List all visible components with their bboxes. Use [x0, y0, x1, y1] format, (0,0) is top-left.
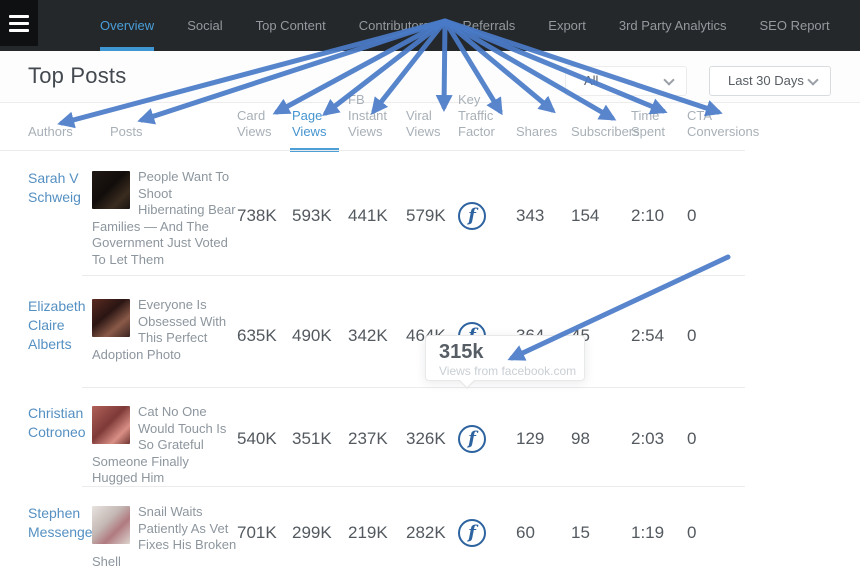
column-header-viral-views[interactable]: Viral Views [406, 108, 441, 139]
table-row: Christian Cotroneo Cat No One Would Touc… [0, 390, 860, 487]
cta-conversions-value: 0 [687, 523, 697, 542]
card-views-value: 738K [237, 205, 277, 225]
date-range-dropdown[interactable]: Last 30 Days [709, 66, 831, 96]
card-views-value: 540K [237, 428, 277, 448]
fb-instant-views-value: 219K [348, 523, 388, 542]
author-link[interactable]: Sarah V Schweig [28, 170, 81, 205]
table-header-row: Authors Posts Card Views Page Views FB I… [0, 92, 860, 152]
post-thumbnail [92, 506, 130, 544]
nav-tab-top-content[interactable]: Top Content [255, 18, 326, 33]
column-header-fb-instant-views[interactable]: FB Instant Views [348, 92, 388, 139]
author-link[interactable]: Christian Cotroneo [28, 405, 86, 440]
column-header-cta-conversions[interactable]: CTA Conversions [687, 108, 760, 139]
post-thumbnail [92, 171, 130, 209]
chevron-down-icon [809, 76, 817, 84]
facebook-icon[interactable]: f [458, 201, 486, 230]
cta-conversions-value: 0 [687, 325, 697, 345]
nav-tab-overview[interactable]: Overview [100, 0, 155, 51]
column-header-shares[interactable]: Shares [516, 124, 558, 139]
nav-tab-social[interactable]: Social [187, 18, 223, 33]
post-title[interactable]: Snail Waits Patiently As Vet Fixes His B… [92, 504, 237, 566]
facebook-icon[interactable]: f [458, 424, 486, 453]
subscribers-value: 98 [571, 428, 590, 448]
page-views-value: 490K [292, 325, 332, 345]
nav-tab-seo-report[interactable]: SEO Report [759, 18, 830, 33]
table-row: Sarah V Schweig People Want To Shoot Hib… [0, 155, 860, 276]
card-views-value: 635K [237, 325, 277, 345]
column-header-posts[interactable]: Posts [110, 124, 143, 139]
author-link[interactable]: Stephen Messenger [28, 505, 98, 540]
shares-value: 60 [516, 523, 535, 542]
tooltip-value: 315k [439, 341, 484, 363]
subscribers-value: 15 [571, 523, 590, 542]
post-title[interactable]: Everyone Is Obsessed With This Perfect A… [92, 297, 227, 362]
date-range-dropdown-value: Last 30 Days [728, 73, 804, 88]
time-spent-value: 2:03 [631, 428, 665, 448]
post-title[interactable]: Cat No One Would Touch Is So Grateful So… [92, 404, 227, 485]
time-spent-value: 2:10 [631, 205, 665, 225]
column-header-page-views[interactable]: Page Views [290, 108, 345, 152]
chevron-down-icon [665, 76, 673, 84]
hamburger-menu-icon[interactable] [0, 0, 38, 46]
viral-views-value: 282K [406, 523, 446, 542]
fb-instant-views-value: 342K [348, 325, 388, 345]
column-header-key-traffic-factor[interactable]: Key Traffic Factor [458, 92, 495, 139]
filter-dropdown-value: All [584, 73, 599, 88]
post-title[interactable]: People Want To Shoot Hibernating Bear Fa… [92, 169, 236, 267]
page-views-value: 351K [292, 428, 332, 448]
post-thumbnail [92, 299, 130, 337]
time-spent-value: 2:54 [631, 325, 665, 345]
top-navigation: Overview Social Top Content Contributors… [0, 0, 860, 51]
tooltip-label: Views from facebook.com [439, 364, 577, 378]
facebook-icon[interactable]: f [458, 519, 486, 547]
cta-conversions-value: 0 [687, 205, 697, 225]
cta-conversions-value: 0 [687, 428, 697, 448]
column-header-card-views[interactable]: Card Views [237, 108, 272, 139]
time-spent-value: 1:19 [631, 523, 665, 542]
page-views-value: 593K [292, 205, 332, 225]
page-views-value: 299K [292, 523, 332, 542]
views-tooltip: 315k Views from facebook.com [425, 335, 585, 389]
filter-dropdown[interactable]: All [565, 66, 687, 96]
nav-tab-export[interactable]: Export [548, 18, 586, 33]
viral-views-value: 326K [406, 428, 446, 448]
header-divider [0, 150, 745, 151]
nav-tab-referrals[interactable]: Referrals [462, 18, 516, 33]
fb-instant-views-value: 237K [348, 428, 388, 448]
nav-tab-contributors[interactable]: Contributors [358, 18, 430, 33]
nav-tab-3rd-party-analytics[interactable]: 3rd Party Analytics [618, 18, 727, 33]
subscribers-value: 154 [571, 205, 600, 225]
viral-views-value: 579K [406, 205, 446, 225]
column-header-authors[interactable]: Authors [28, 124, 73, 139]
card-views-value: 701K [237, 523, 277, 542]
page-title: Top Posts [28, 63, 127, 88]
fb-instant-views-value: 441K [348, 205, 388, 225]
column-header-subscribers[interactable]: Subscribers [571, 124, 640, 139]
tooltip-caret [458, 379, 476, 389]
shares-value: 129 [516, 428, 545, 448]
column-header-time-spent[interactable]: Time Spent [631, 108, 665, 139]
shares-value: 343 [516, 205, 545, 225]
post-thumbnail [92, 406, 130, 444]
author-link[interactable]: Elizabeth Claire Alberts [28, 298, 86, 352]
table-row: Stephen Messenger Snail Waits Patiently … [0, 490, 860, 566]
